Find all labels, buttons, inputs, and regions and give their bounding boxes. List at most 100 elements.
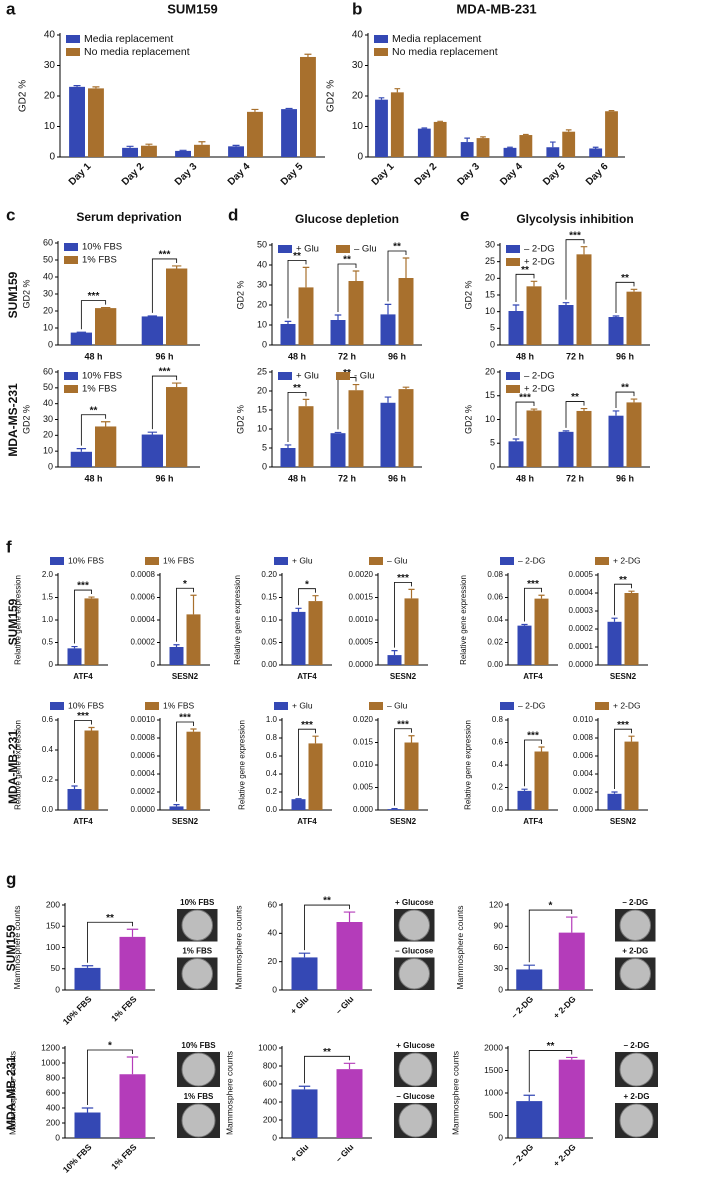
legend-label: 10% FBS [82, 371, 122, 382]
y-tick-label: 40 [43, 398, 53, 408]
bar [169, 806, 184, 810]
bar [166, 268, 188, 345]
image-label: 1% FBS [184, 1092, 214, 1101]
legend-label: – Glu [387, 555, 408, 565]
legend-swatch [66, 48, 80, 56]
y-tick-label: 0 [357, 152, 363, 163]
legend-label: No media replacement [392, 46, 498, 58]
y-tick-label: 0.4 [42, 745, 54, 754]
y-tick-label: 0.015 [353, 738, 374, 747]
row-label: SUM159 [6, 598, 20, 645]
error-bar [147, 431, 158, 435]
error-bar [284, 444, 292, 448]
y-tick-label: 0.008 [573, 733, 594, 742]
row-label: SUM159 [6, 271, 20, 318]
image-label: – 2-DG [624, 1041, 650, 1050]
y-tick-label: 600 [263, 1078, 277, 1088]
bar [228, 146, 244, 157]
x-tick-label: 1% FBS [109, 1142, 139, 1172]
bar [247, 111, 263, 157]
y-tick-label: 0.0004 [569, 588, 594, 597]
y-tick-label: 0.6 [492, 738, 504, 747]
x-tick-label: – 2-DG [509, 1142, 536, 1169]
error-bar [295, 607, 302, 612]
significance-bracket [304, 904, 350, 951]
bar [526, 286, 542, 345]
y-tick-label: 0.6 [42, 715, 54, 724]
error-bar [302, 266, 310, 288]
bar [336, 922, 363, 990]
significance-label: *** [527, 731, 539, 742]
bar [398, 278, 414, 345]
significance-bracket [304, 1055, 350, 1084]
legend-swatch [64, 372, 78, 380]
y-axis-label: GD2 % [21, 405, 31, 434]
chart-title: Glycolysis inhibition [516, 212, 633, 226]
y-tick-label: 400 [263, 1096, 277, 1106]
bar [390, 92, 404, 157]
error-bar [611, 791, 618, 794]
error-bar [408, 588, 415, 599]
error-bar [630, 398, 638, 403]
significance-bracket [74, 589, 92, 644]
error-bar [628, 735, 635, 742]
y-tick-label: 120 [489, 899, 503, 909]
x-tick-label: SESN2 [610, 672, 637, 681]
x-tick-label: + 2-DG [551, 994, 578, 1021]
y-tick-label: 0.0002 [569, 624, 594, 633]
error-bar [304, 53, 312, 57]
y-tick-label: 0.2 [42, 775, 54, 784]
bar [508, 311, 524, 345]
y-tick-label: 0.0 [42, 805, 54, 814]
error-bar [173, 644, 180, 647]
bar [175, 150, 191, 157]
x-tick-label: 48 h [84, 351, 102, 361]
significance-bracket [287, 391, 307, 442]
x-tick-label: Day 5 [541, 161, 568, 188]
significance-label: ** [106, 913, 114, 924]
y-tick-label: 0.00 [261, 660, 277, 669]
bar [387, 809, 402, 810]
y-tick-label: 0 [48, 461, 53, 471]
error-bar [628, 590, 635, 593]
y-tick-label: 20 [257, 299, 267, 309]
significance-bracket [615, 391, 635, 408]
legend-swatch [374, 35, 388, 43]
bar [546, 147, 560, 157]
legend-swatch [595, 557, 609, 565]
legend-label: 1% FBS [82, 384, 117, 395]
legend-swatch [66, 35, 80, 43]
bar [74, 1112, 101, 1138]
x-tick-label: ATF4 [523, 817, 543, 826]
significance-bracket [528, 1050, 573, 1093]
y-axis-label: Relative gene expression [464, 720, 473, 810]
y-axis-label: GD2 % [463, 405, 473, 434]
error-bar [343, 1062, 356, 1070]
significance-label: *** [88, 291, 100, 302]
image-label: + Glucose [396, 1041, 435, 1050]
y-tick-label: 20 [257, 385, 267, 395]
error-bar [566, 916, 578, 933]
legend-swatch [278, 372, 292, 380]
legend-label: + Glu [296, 371, 319, 382]
legend-label: + 2-DG [524, 384, 555, 395]
y-tick-label: 5 [262, 442, 267, 452]
x-tick-label: 96 h [155, 473, 173, 483]
significance-bracket [287, 260, 307, 319]
bar [291, 799, 306, 810]
chart-title: Glucose depletion [295, 212, 399, 226]
bar [308, 743, 323, 810]
x-tick-label: 72 h [338, 351, 356, 361]
significance-label: ** [571, 392, 579, 403]
bar [503, 147, 517, 157]
x-tick-label: Day 2 [120, 161, 147, 188]
error-bar [285, 107, 293, 110]
x-tick-label: 72 h [566, 351, 584, 361]
error-bar [612, 410, 620, 416]
bar [291, 957, 318, 990]
error-bar [179, 149, 187, 151]
x-tick-label: Day 3 [173, 161, 200, 188]
bar [308, 601, 323, 665]
error-bar [538, 594, 545, 599]
bar [460, 142, 474, 157]
